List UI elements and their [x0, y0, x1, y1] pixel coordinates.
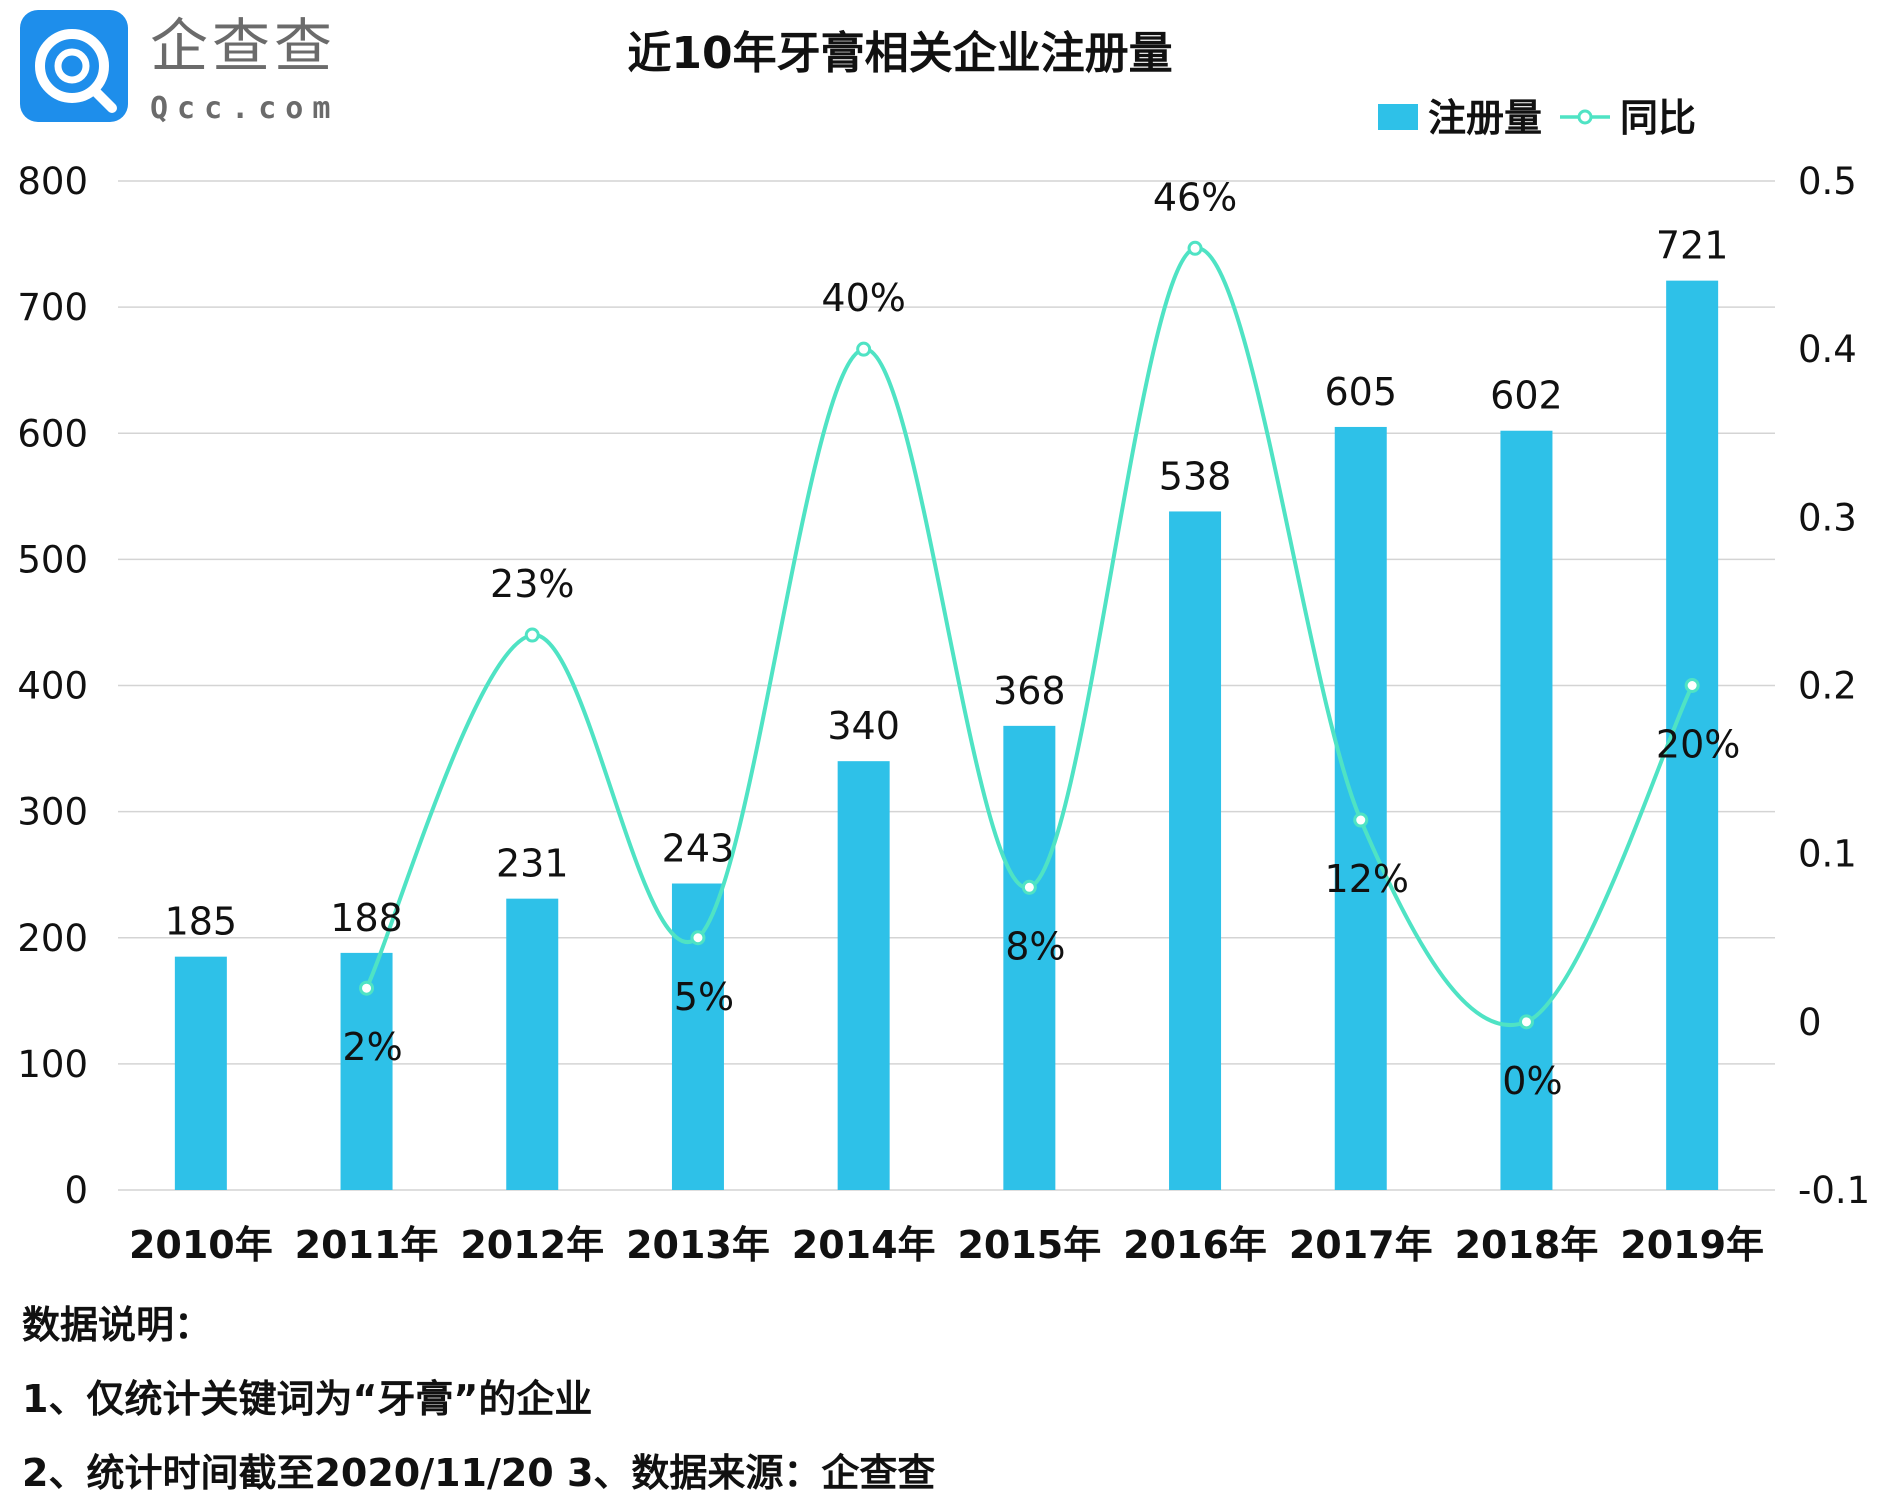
x-axis: 2010年 2011年 2012年 2013年 2014年 2015年 2016年 2017年… [129, 1223, 1764, 1267]
legend: 注册量 同比 [1378, 96, 1696, 140]
bar [1334, 426, 1387, 1191]
right-tick-label: -0.1 [1798, 1169, 1870, 1212]
yoy-marker [524, 627, 540, 643]
bar-value-label: 231 [496, 842, 569, 886]
yoy-value-label: 23% [490, 562, 574, 606]
left-tick-label: 200 [17, 917, 88, 960]
left-tick-label: 300 [17, 791, 88, 834]
bar [1500, 430, 1553, 1190]
yoy-value-label: 40% [821, 276, 905, 320]
logo-domain: Qcc.com [150, 91, 339, 126]
yoy-marker [1353, 812, 1369, 828]
data-notes: 数据说明： 1、仅统计关键词为“牙膏”的企业 2、统计时间截至2020/11/2… [22, 1288, 935, 1510]
bar [1666, 280, 1719, 1190]
x-tick-label: 2012年 [460, 1223, 604, 1267]
left-tick-label: 500 [17, 538, 88, 581]
x-tick-label: 2011年 [295, 1223, 439, 1267]
x-tick-label: 2015年 [957, 1223, 1101, 1267]
bars [174, 280, 1719, 1191]
logo-name: 企查查 [150, 12, 336, 80]
legend-bar-label: 注册量 [1428, 96, 1542, 140]
left-tick-label: 700 [17, 286, 88, 329]
yoy-marker [690, 930, 706, 946]
bar-value-label: 188 [330, 896, 403, 940]
logo-icon-inner [54, 48, 90, 84]
yoy-marker [1187, 240, 1203, 256]
right-tick-label: 0.1 [1798, 833, 1857, 876]
yoy-line-path [364, 246, 1694, 1028]
chart-title: 近10年牙膏相关企业注册量 [627, 28, 1172, 79]
bar-value-label: 538 [1159, 454, 1232, 498]
bar [837, 761, 890, 1190]
logo: 企查查 Qcc.com [20, 10, 339, 126]
bar-value-label: 602 [1490, 374, 1563, 418]
bar-value-label: 368 [993, 669, 1066, 713]
right-tick-label: 0.2 [1798, 665, 1857, 708]
x-tick-label: 2013年 [626, 1223, 770, 1267]
x-tick-label: 2014年 [792, 1223, 936, 1267]
left-axis: 0 100 200 300 400 500 600 700 800 [17, 160, 88, 1212]
yoy-value-label: 5% [674, 975, 734, 1019]
left-tick-label: 600 [17, 412, 88, 455]
logo-icon-handle [89, 85, 117, 113]
right-axis: -0.1 0 0.1 0.2 0.3 0.4 0.5 [1798, 160, 1870, 1212]
bar [174, 956, 227, 1190]
left-tick-label: 100 [17, 1043, 88, 1086]
yoy-marker [856, 341, 872, 357]
left-tick-label: 800 [17, 160, 88, 203]
x-tick-label: 2017年 [1289, 1223, 1433, 1267]
yoy-value-label: 12% [1325, 857, 1409, 901]
logo-icon-ring [35, 29, 109, 103]
legend-line-label: 同比 [1620, 96, 1696, 140]
right-tick-label: 0.3 [1798, 496, 1857, 539]
bar [1169, 511, 1222, 1190]
bar-value-label: 185 [165, 900, 238, 944]
x-tick-label: 2016年 [1123, 1223, 1267, 1267]
yoy-marker [359, 980, 375, 996]
bar [506, 898, 559, 1190]
yoy-value-label: 46% [1153, 175, 1237, 219]
yoy-value-label: 8% [1005, 924, 1065, 968]
legend-bar-swatch [1378, 104, 1418, 130]
bar-value-label: 243 [662, 827, 735, 871]
left-tick-label: 400 [17, 665, 88, 708]
yoy-value-label: 0% [1502, 1059, 1562, 1103]
yoy-marker [1684, 678, 1700, 693]
yoy-marker [1021, 879, 1037, 895]
notes-heading: 数据说明： [22, 1303, 213, 1347]
yoy-marker [1518, 1014, 1534, 1030]
right-tick-label: 0.4 [1798, 328, 1857, 371]
yoy-value-label: 2% [342, 1025, 402, 1069]
x-tick-label: 2010年 [129, 1223, 273, 1267]
notes-line-1: 1、仅统计关键词为“牙膏”的企业 [22, 1377, 593, 1421]
bar-value-label: 605 [1324, 370, 1397, 414]
legend-line-marker [1577, 109, 1593, 125]
bar-value-labels: 185 188 231 243 340 368 538 605 602 721 [165, 224, 1729, 944]
yoy-value-labels: 2% 23% 5% 40% 8% 46% 12% 0% 20% [342, 175, 1740, 1103]
bar [671, 883, 724, 1190]
left-tick-label: 0 [64, 1169, 88, 1212]
x-tick-label: 2019年 [1620, 1223, 1764, 1267]
right-tick-label: 0.5 [1798, 160, 1857, 203]
notes-line-2: 2、统计时间截至2020/11/20 3、数据来源：企查查 [22, 1451, 936, 1495]
bar-value-label: 340 [827, 704, 900, 748]
x-tick-label: 2018年 [1455, 1223, 1599, 1267]
bar [1003, 725, 1056, 1190]
yoy-value-label: 20% [1656, 723, 1740, 767]
right-tick-label: 0 [1798, 1001, 1822, 1044]
gridlines [118, 180, 1775, 1191]
yoy-line [359, 240, 1700, 1030]
bar-value-label: 721 [1656, 224, 1729, 268]
